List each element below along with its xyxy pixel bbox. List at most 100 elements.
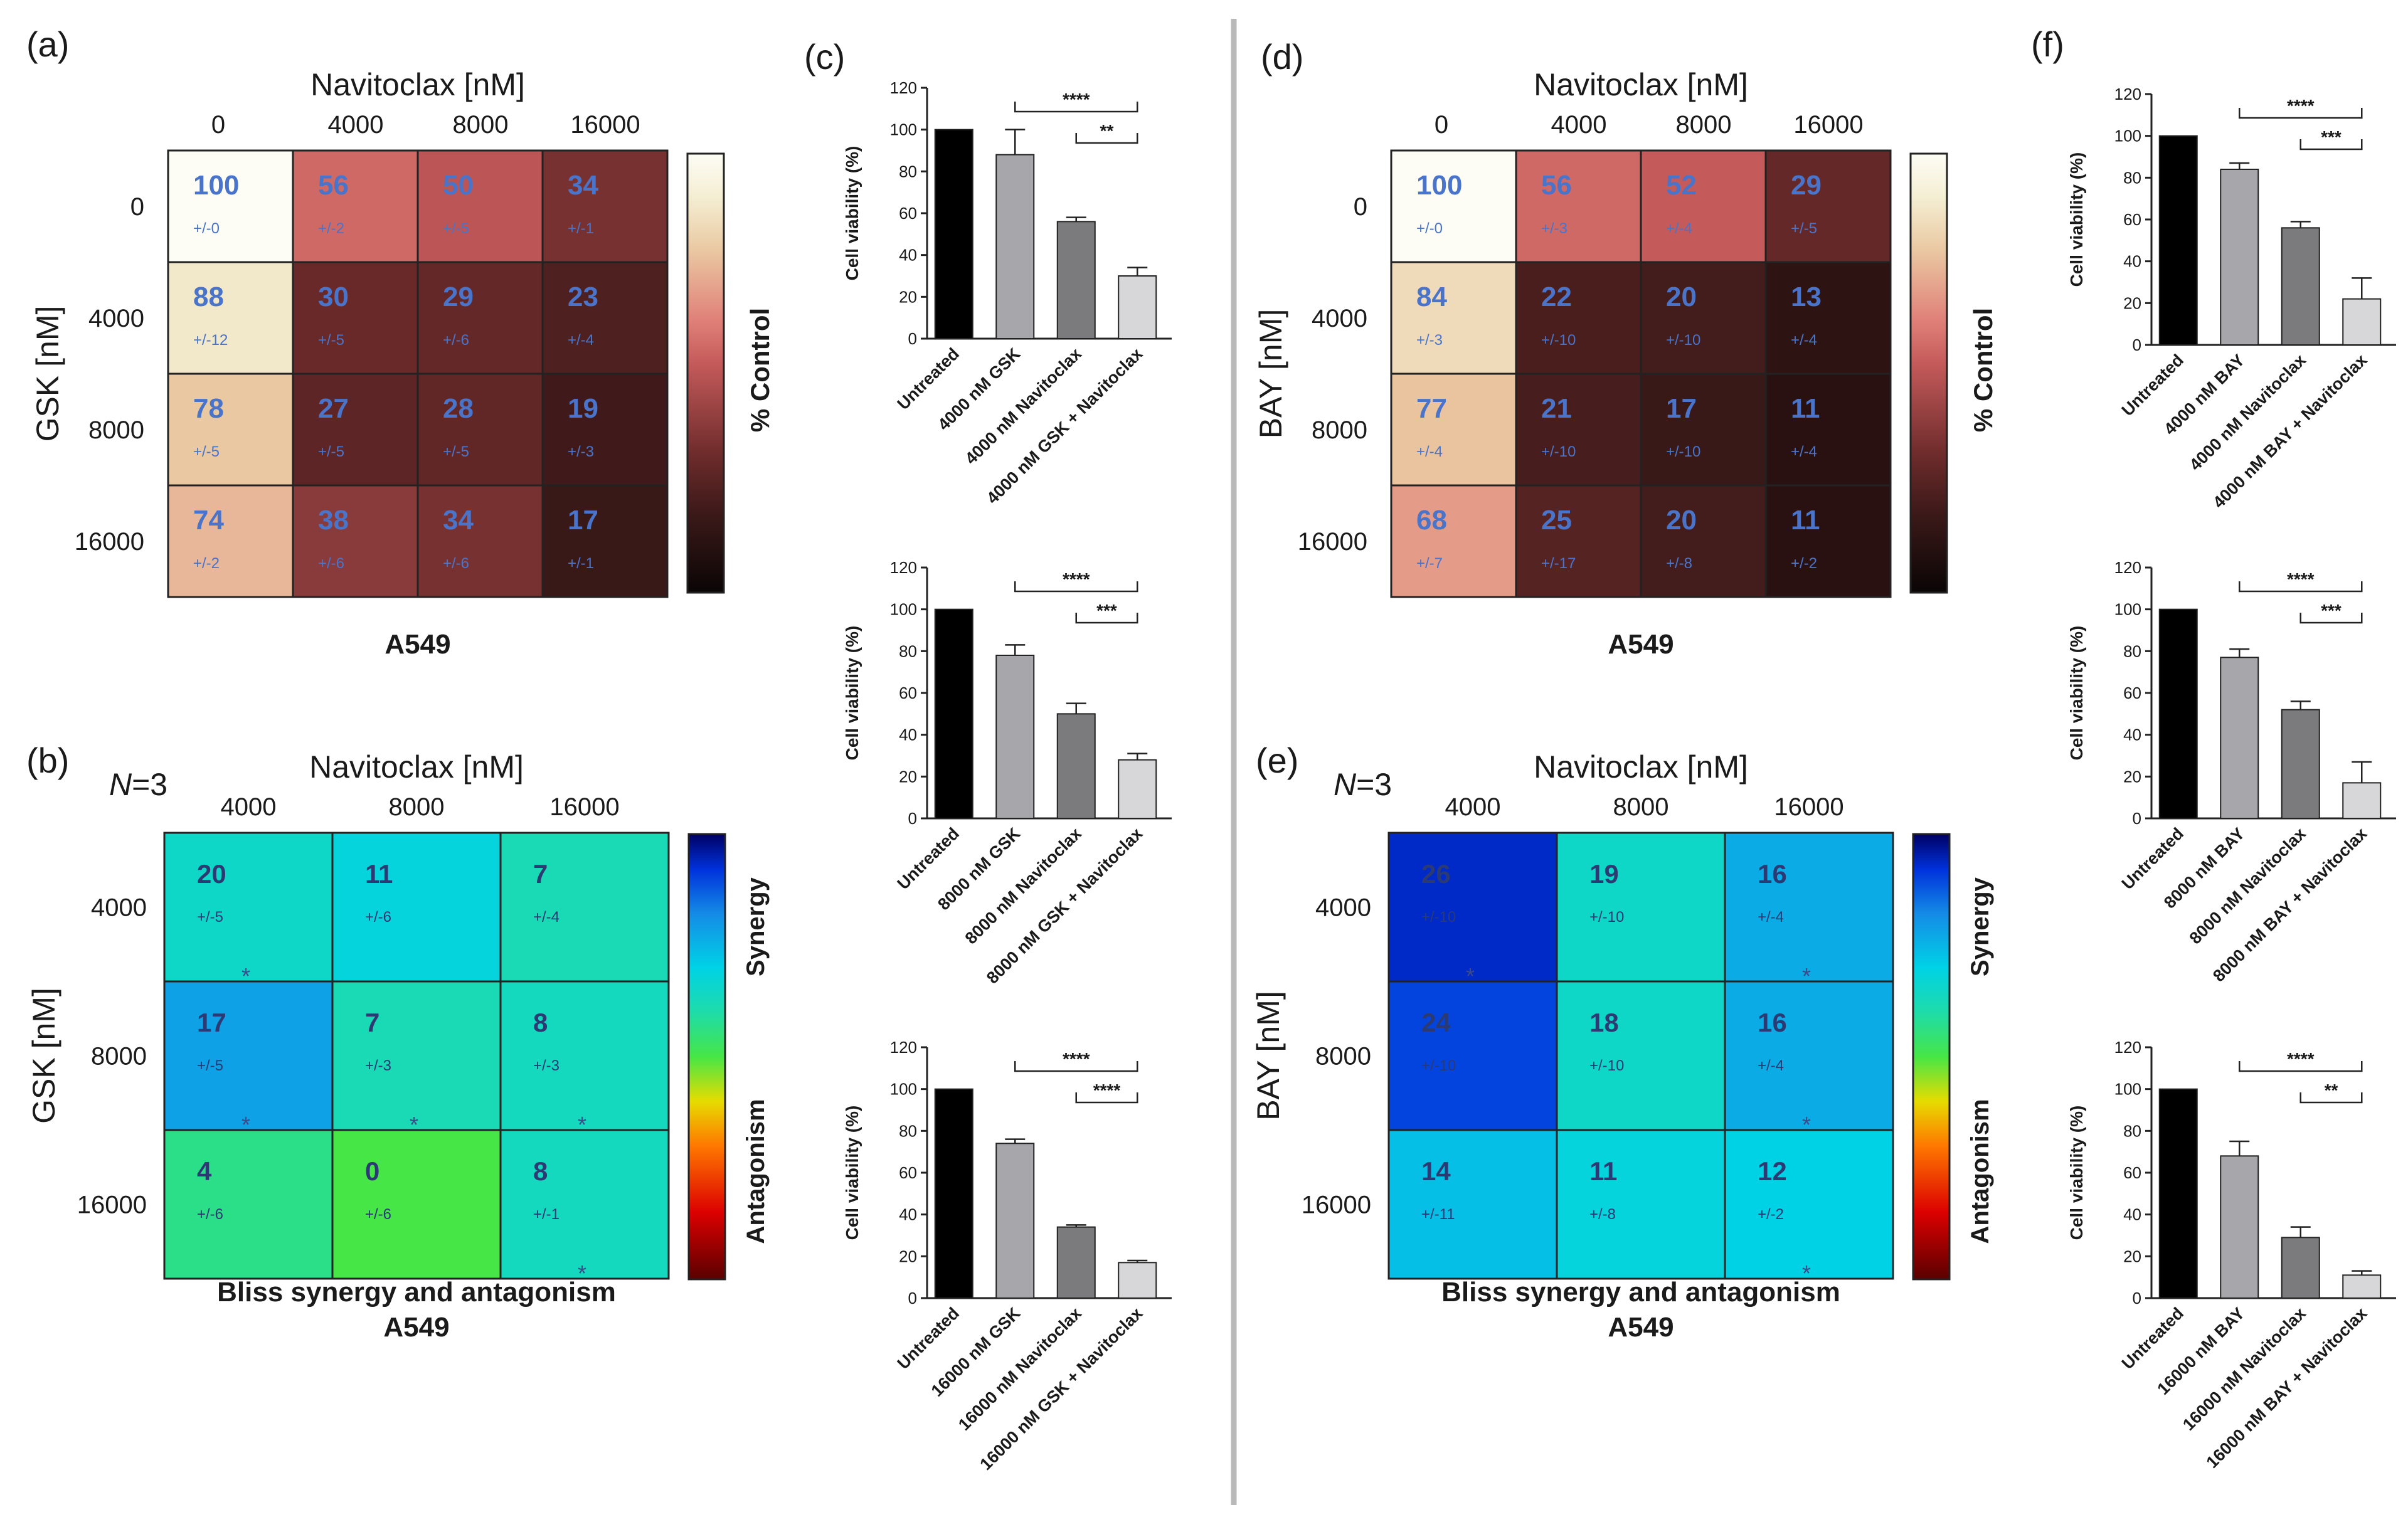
cell-value: 25	[1541, 505, 1572, 536]
y-axis-label: Cell viability (%)	[842, 1106, 862, 1240]
cell-error: +/-6	[318, 555, 344, 572]
colorbar-bottom-label: Antagonism	[1966, 1099, 1994, 1244]
cell-value: 34	[443, 505, 474, 536]
cell-value: 13	[1791, 282, 1822, 312]
heatmap-cell	[1764, 149, 1892, 263]
y-tick-label: 60	[2123, 684, 2141, 702]
panel-label: (a)	[26, 24, 69, 64]
cell-value: 20	[197, 859, 226, 889]
heatmap-cell	[1556, 1129, 1726, 1280]
heatmap-cell	[1515, 149, 1642, 263]
y-axis-title: BAY [nM]	[1253, 309, 1288, 439]
cell-value: 78	[193, 393, 224, 424]
y-axis-title: BAY [nM]	[1251, 991, 1286, 1121]
colorbar-top-label: Synergy	[742, 877, 770, 976]
y-tick-label: 8000	[1312, 416, 1367, 444]
cell-value: 19	[1589, 859, 1619, 889]
cell-error: +/-4	[1791, 332, 1817, 349]
heatmap-cell	[292, 261, 419, 375]
cell-value: 74	[193, 505, 224, 536]
cell-error: +/-5	[318, 332, 344, 349]
cell-error: +/-1	[533, 1206, 560, 1223]
cell-value: 17	[1666, 393, 1697, 424]
heatmap-cell	[1390, 484, 1517, 598]
cell-value: 17	[568, 505, 598, 536]
x-tick-label: 8000	[389, 793, 445, 821]
cell-value: 17	[197, 1008, 226, 1037]
y-tick-label: 100	[890, 120, 917, 139]
n-label-italic: N	[1334, 767, 1357, 802]
y-tick-label: 20	[2123, 1247, 2141, 1265]
cell-error: +/-11	[1421, 1206, 1455, 1223]
cell-error: +/-10	[1541, 332, 1576, 349]
bar	[1118, 275, 1157, 339]
y-tick-label: 80	[2123, 168, 2141, 187]
bar	[934, 129, 973, 340]
cell-value: 56	[1541, 170, 1572, 201]
y-tick-label: 80	[899, 642, 917, 660]
cell-value: 30	[318, 282, 349, 312]
x-tick-label: 16000	[1793, 111, 1863, 139]
cell-value: 88	[193, 282, 224, 312]
cell-value: 20	[1666, 282, 1697, 312]
y-tick-label: 0	[2133, 809, 2141, 828]
y-tick-label: 16000	[77, 1191, 147, 1219]
n-label: N=3	[109, 767, 167, 802]
viability-heatmap: 100+/-056+/-250+/-534+/-188+/-1230+/-529…	[30, 67, 775, 660]
y-tick-label: 0	[130, 193, 144, 221]
significance-label: ****	[1063, 569, 1090, 589]
y-tick-label: 60	[899, 204, 917, 223]
y-tick-label: 20	[2123, 767, 2141, 786]
heatmap-cell	[163, 1129, 334, 1280]
cell-error: +/-0	[1416, 220, 1443, 237]
cell-error: +/-10	[1589, 1057, 1624, 1074]
cell-value: 18	[1589, 1008, 1619, 1037]
significance-label: ****	[2287, 1049, 2315, 1069]
heatmap-cell	[1640, 149, 1767, 263]
y-tick-label: 16000	[1298, 528, 1367, 556]
bar	[995, 154, 1035, 340]
bar	[934, 608, 973, 820]
bar	[2220, 169, 2259, 346]
y-tick-label: 120	[2114, 1038, 2141, 1057]
y-tick-label: 4000	[1315, 894, 1371, 922]
heatmap-cell	[499, 832, 670, 983]
cell-error: +/-0	[193, 220, 220, 237]
cell-error: +/-8	[1666, 555, 1692, 572]
y-tick-label: 80	[2123, 1121, 2141, 1140]
cell-value: 8	[533, 1008, 548, 1037]
bliss-heatmap: 26+/-10*19+/-1016+/-4*24+/-1018+/-1016+/…	[1251, 749, 1994, 1343]
y-tick-label: 120	[2114, 85, 2141, 103]
heatmap-cell	[1387, 980, 1558, 1131]
significance-label: ****	[2287, 569, 2315, 589]
x-tick-label: 16000 nM Navitoclax	[955, 1304, 1085, 1434]
y-axis-title: GSK [nM]	[30, 306, 65, 442]
cell-error: +/-6	[365, 909, 391, 926]
cell-value: 24	[1421, 1008, 1451, 1037]
cell-value: 26	[1421, 859, 1451, 889]
cell-error: +/-3	[533, 1057, 560, 1074]
cell-value: 11	[1791, 393, 1820, 424]
cell-value: 28	[443, 393, 474, 424]
y-tick-label: 80	[899, 1121, 917, 1140]
x-axis-title: Navitoclax [nM]	[310, 67, 525, 102]
significance-bracket	[1014, 102, 1138, 113]
cell-value: 21	[1541, 393, 1572, 424]
significance-star: *	[578, 1260, 586, 1286]
x-tick-label: 16000	[570, 111, 640, 139]
cell-error: +/-5	[197, 909, 223, 926]
colorbar	[687, 833, 726, 1281]
y-tick-label: 120	[890, 1038, 917, 1057]
y-tick-label: 4000	[1312, 305, 1367, 332]
x-tick-label: 8000 nM Navitoclax	[962, 824, 1085, 948]
y-tick-label: 0	[908, 809, 917, 828]
bar	[995, 655, 1035, 819]
x-tick-label: 8000	[1676, 111, 1732, 139]
heatmap-cell	[1724, 980, 1894, 1131]
cell-error: +/-4	[1758, 909, 1784, 926]
n-label: N=3	[1334, 767, 1392, 802]
bar	[1056, 713, 1096, 820]
